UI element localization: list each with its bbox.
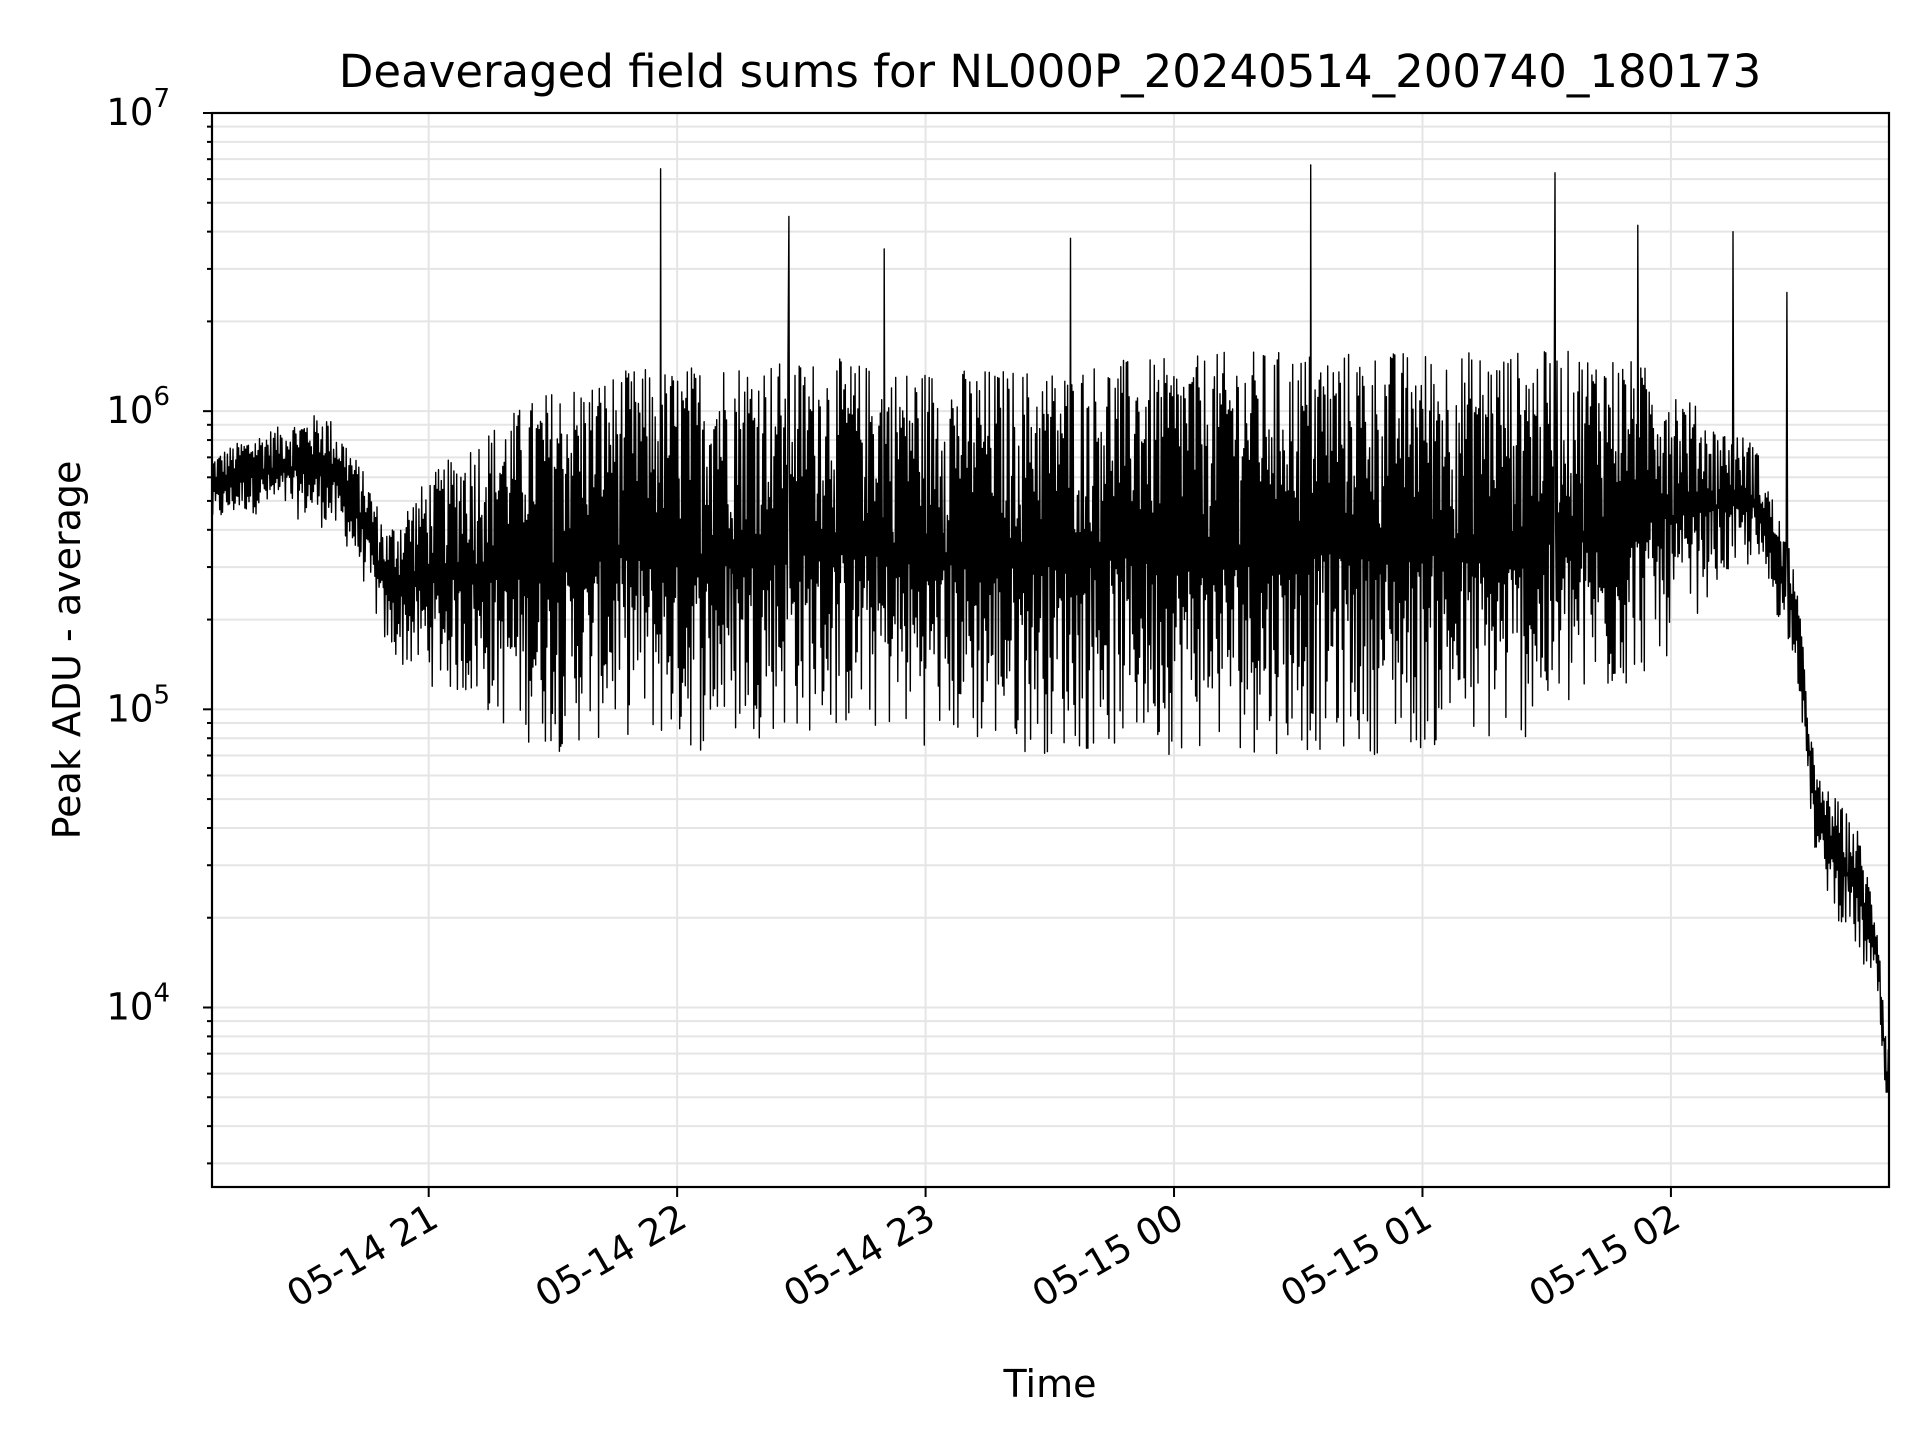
x-tick-label: 05-15 02 — [1522, 1196, 1688, 1316]
x-tick-label: 05-14 21 — [280, 1196, 446, 1316]
series-layer — [211, 164, 1890, 1093]
y-tick-exponent: 7 — [153, 84, 170, 114]
y-tick-exponent: 6 — [153, 382, 170, 412]
y-axis-label: Peak ADU - average — [45, 461, 89, 840]
y-tick-base: 10 — [106, 687, 153, 730]
x-tick-label: 05-14 22 — [528, 1196, 694, 1316]
y-tick-base: 10 — [106, 91, 153, 134]
y-tick-base: 10 — [106, 389, 153, 432]
y-tick-base: 10 — [106, 985, 153, 1028]
y-tick-label: 106 — [106, 382, 170, 432]
x-tick-label: 05-15 01 — [1273, 1196, 1439, 1316]
x-axis-label: Time — [1003, 1362, 1097, 1406]
y-tick-label: 107 — [106, 84, 170, 134]
series-line — [211, 164, 1890, 1093]
y-tick-label: 105 — [106, 680, 170, 730]
chart-title: Deaveraged field sums for NL000P_2024051… — [339, 45, 1761, 98]
x-tick-label: 05-14 23 — [777, 1196, 943, 1316]
y-tick-exponent: 4 — [153, 978, 170, 1008]
y-tick-exponent: 5 — [153, 680, 170, 710]
plot-frame — [210, 111, 1891, 1189]
x-tick-label: 05-15 00 — [1025, 1196, 1191, 1316]
y-tick-label: 104 — [106, 978, 170, 1028]
